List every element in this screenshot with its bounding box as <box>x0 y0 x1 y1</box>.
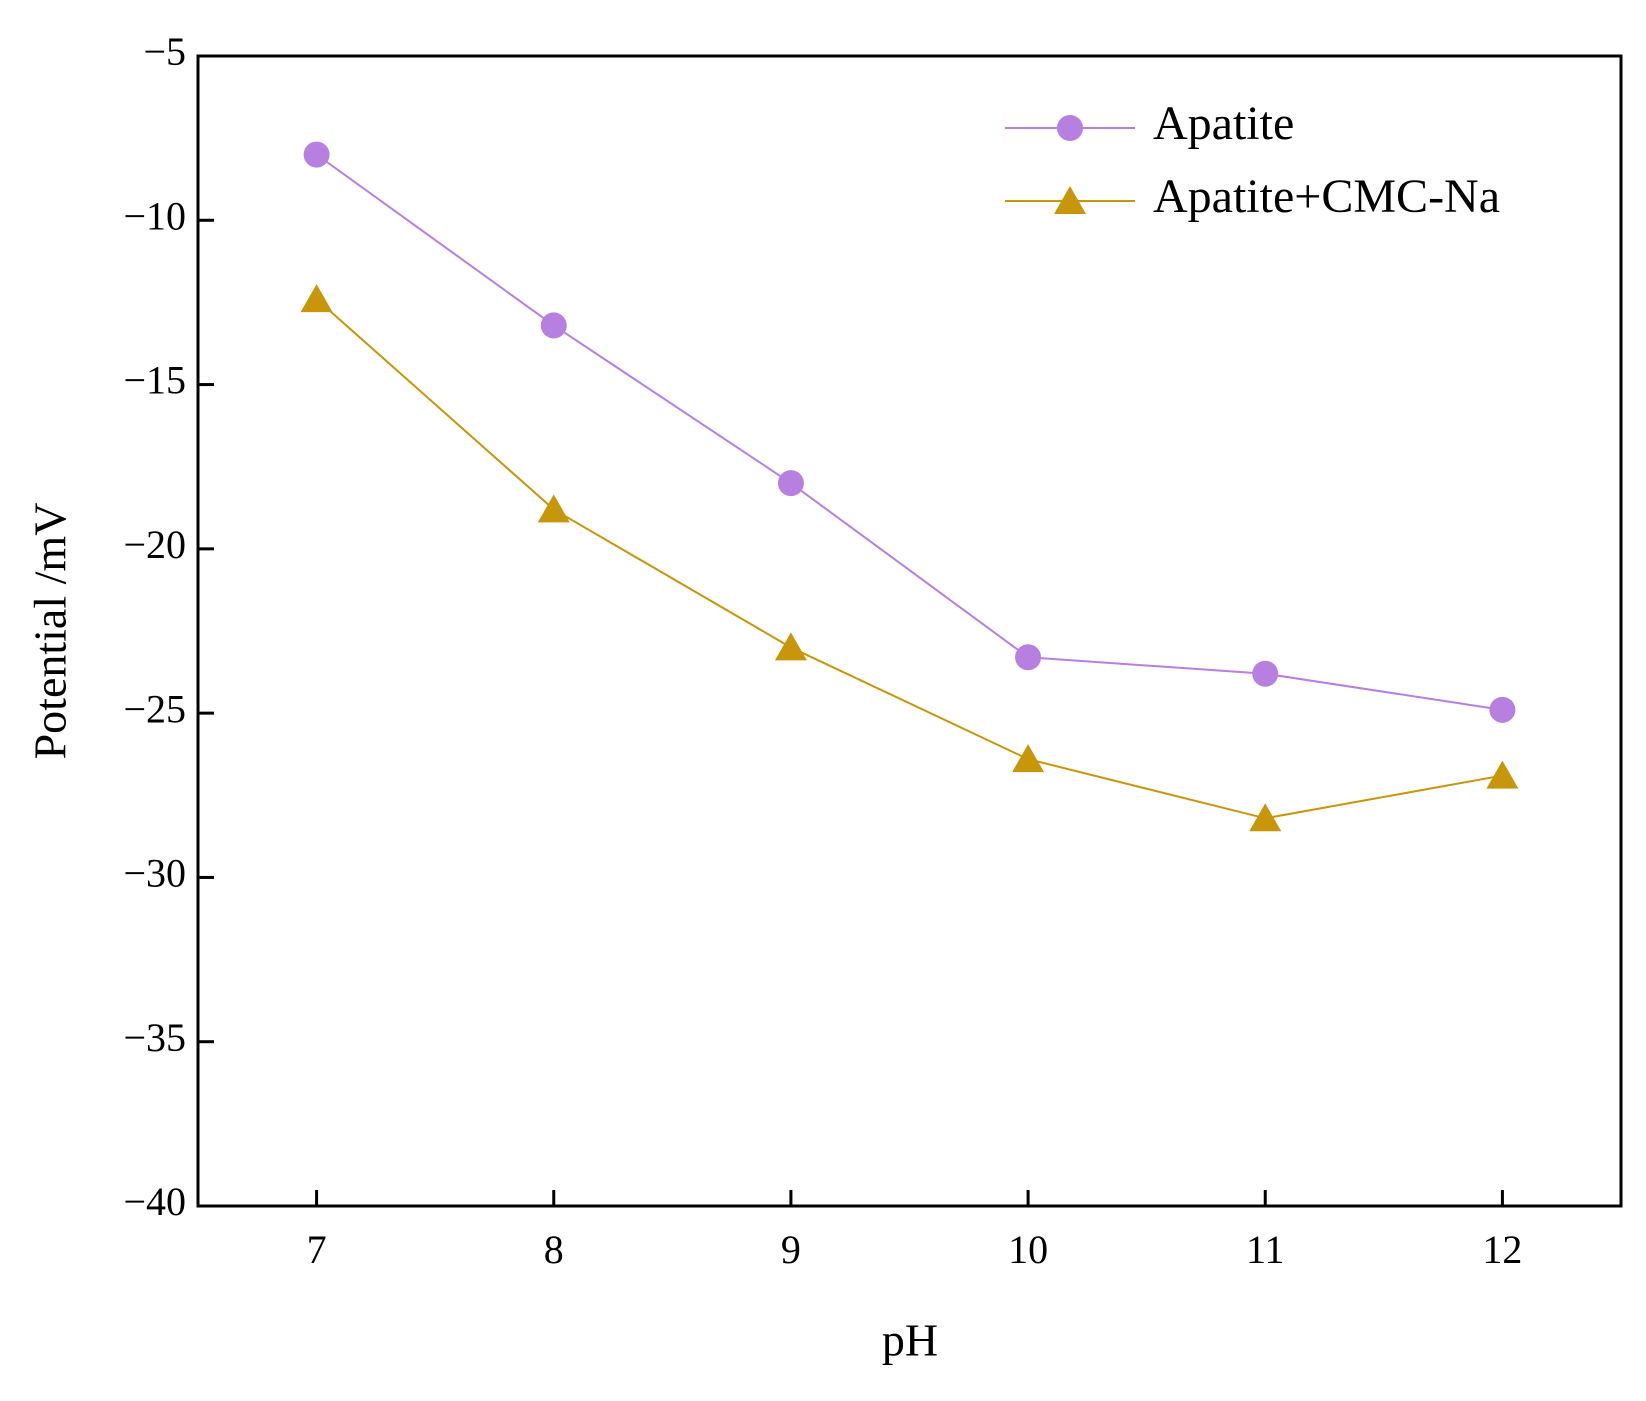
legend-marker <box>1057 115 1083 141</box>
x-tick-label: 10 <box>1008 1227 1048 1272</box>
data-point <box>1012 744 1045 773</box>
series-line <box>315 153 1503 711</box>
data-point <box>303 141 330 168</box>
y-tick-label: −35 <box>123 1015 186 1060</box>
x-tick-label: 11 <box>1246 1227 1285 1272</box>
y-tick-label: −15 <box>123 358 186 403</box>
y-tick-label: −10 <box>123 193 186 238</box>
plot-frame <box>196 54 1623 1208</box>
x-tick-label: 7 <box>307 1227 327 1272</box>
data-point <box>1249 803 1282 832</box>
y-tick-label: −5 <box>143 29 186 74</box>
y-axis-title: Potential /mV <box>25 503 76 760</box>
y-tick-label: −40 <box>123 1179 186 1224</box>
data-point <box>537 494 570 523</box>
data-point <box>1486 760 1519 789</box>
legend-marker <box>1054 186 1086 214</box>
data-point <box>774 632 807 661</box>
x-axis-title: pH <box>882 1315 938 1366</box>
x-tick-label: 8 <box>544 1227 564 1272</box>
x-tick-label: 12 <box>1482 1227 1522 1272</box>
y-tick-label: −20 <box>123 522 186 567</box>
legend-label: Apatite <box>1153 97 1294 150</box>
y-tick-label: −30 <box>123 851 186 896</box>
data-point <box>777 470 804 497</box>
data-point <box>540 312 567 339</box>
data-point <box>1489 696 1516 723</box>
data-point <box>1252 660 1279 687</box>
x-tick-label: 9 <box>781 1227 801 1272</box>
data-point <box>300 284 333 313</box>
legend-label: Apatite+CMC-Na <box>1153 170 1500 223</box>
series-line <box>315 298 1503 820</box>
data-point <box>1015 644 1042 671</box>
y-tick-label: −25 <box>123 686 186 731</box>
